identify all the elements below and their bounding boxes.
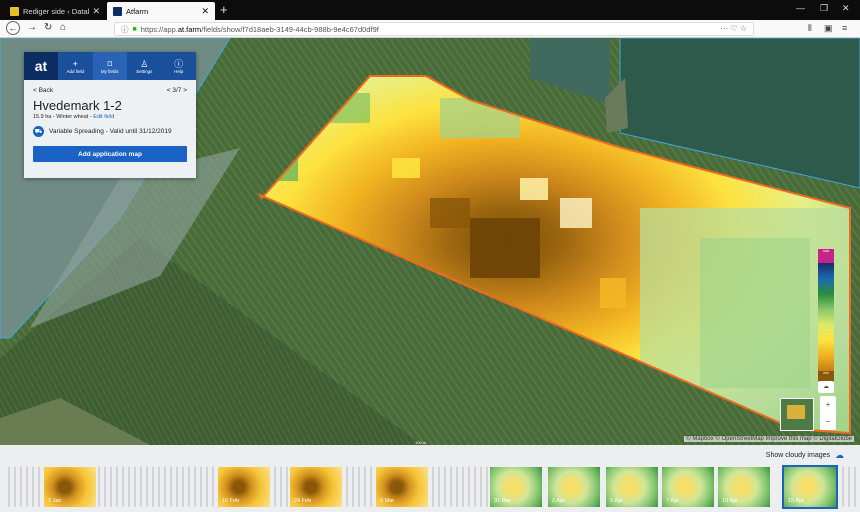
thumbnail-date: 2 Jan — [48, 498, 62, 504]
timeline-thumbnail[interactable]: 7 Apr — [662, 467, 714, 507]
url-domain: at.farm — [177, 24, 202, 34]
cloudy-slots — [346, 467, 374, 507]
browser-tab-bar: Rediger side ‹ Datalogisk A/S — ✕ Atfarm… — [0, 0, 860, 20]
add-application-map-button[interactable]: Add application map — [33, 146, 187, 162]
maximize-window-icon[interactable]: ❐ — [820, 3, 829, 13]
nav-label: Add field — [66, 68, 84, 74]
field-title: Hvedemark 1-2 — [33, 98, 122, 113]
timeline-thumbnail[interactable]: 31 Mar — [490, 467, 542, 507]
edit-field-link[interactable]: Edit field — [93, 114, 115, 120]
tractor-icon: ⛟ — [33, 126, 44, 137]
nav-add-field[interactable]: + Add field — [58, 52, 93, 80]
tab-title: Atfarm — [126, 6, 149, 16]
variable-spreading-label: Variable Spreading - Valid until 31/12/2… — [49, 128, 172, 135]
field-pager[interactable]: < 3/7 > — [166, 87, 187, 94]
app-nav: at + Add field ⌑ My fields ♙ Settings ⓘ … — [24, 52, 196, 80]
legend: max min — [818, 249, 834, 384]
satellite-style-toggle[interactable] — [780, 398, 814, 431]
page-actions-icons[interactable]: ··· ♡ ☆ — [720, 24, 747, 33]
help-icon: ⓘ — [174, 58, 184, 69]
minimize-window-icon[interactable]: — — [796, 3, 805, 13]
nav-help[interactable]: ⓘ Help — [162, 52, 197, 80]
atfarm-favicon-icon — [113, 6, 122, 16]
cloudy-slots — [274, 467, 288, 507]
tab-title: Rediger side ‹ Datalogisk A/S — — [23, 6, 90, 16]
thumbnail-date: 31 Mar — [494, 498, 512, 504]
browser-nav-bar: ← → ↻ ⌂ ⓘ ■ https://app. at.farm/fields/s… — [0, 20, 860, 38]
cloudy-slots — [8, 467, 42, 507]
cloudy-slots — [836, 467, 856, 507]
nav-label: Help — [174, 68, 184, 74]
timeline-thumbnail[interactable]: 5 Apr — [606, 467, 658, 507]
back-link[interactable]: < Back — [33, 87, 54, 94]
zoom-out-button[interactable]: − — [825, 417, 831, 426]
url-bar[interactable]: ⓘ ■ https://app. at.farm/fields/show/f7d1… — [114, 22, 754, 36]
thumbnail-date: 15 Apr — [788, 498, 804, 504]
url-prefix: https://app. — [140, 24, 178, 34]
nav-settings[interactable]: ♙ Settings — [127, 52, 162, 80]
timeline-thumbnail[interactable]: 10 Apr — [718, 467, 770, 507]
thumbnail-date: 10 Apr — [722, 498, 738, 504]
nav-label: Settings — [136, 68, 153, 74]
nav-my-fields[interactable]: ⌑ My fields — [92, 52, 127, 80]
atfarm-logo[interactable]: at — [24, 52, 58, 80]
info-icon[interactable]: ⓘ — [121, 24, 129, 34]
thumbnail-date: 2 Apr — [552, 498, 565, 504]
lock-icon: ■ — [132, 25, 137, 33]
user-icon: ♙ — [140, 58, 149, 69]
show-cloudy-label: Show cloudy images — [765, 452, 830, 459]
thumbnail-date: 5 Apr — [610, 498, 623, 504]
satellite-map[interactable]: ◉ mapbox — [0, 38, 860, 445]
zoom-in-button[interactable]: + — [825, 400, 831, 409]
menu-icon[interactable]: ≡ — [842, 23, 848, 33]
back-arrow-icon[interactable]: ← — [6, 21, 20, 35]
cloud-layer-icon[interactable]: ☁ — [818, 381, 834, 393]
timeline-thumbnail[interactable]: 2 Jan — [44, 467, 96, 507]
legend-min-swatch: min — [818, 371, 834, 384]
legend-max-swatch: max — [818, 249, 834, 263]
browser-tab-atfarm[interactable]: Atfarm ✕ — [107, 2, 215, 20]
cloudy-slots — [432, 467, 488, 507]
wordpress-favicon-icon — [10, 6, 19, 16]
new-tab-icon[interactable]: + — [220, 2, 228, 17]
timeline-thumbnail[interactable]: 2 Apr — [548, 467, 600, 507]
variable-spreading-row[interactable]: ⛟ Variable Spreading - Valid until 31/12… — [33, 126, 187, 137]
thumbnail-date: 9 Mar — [380, 498, 395, 504]
sidebar-icon[interactable]: ▣ — [824, 23, 833, 33]
map-scale: 100 m — [415, 440, 427, 445]
timeline-thumbnail[interactable]: 24 Feb — [290, 467, 342, 507]
home-icon[interactable]: ⌂ — [60, 22, 67, 33]
zoom-control: + − — [820, 396, 836, 430]
minimap-heatmap — [787, 405, 805, 419]
close-window-icon[interactable]: ✕ — [842, 3, 850, 13]
field-panel: at + Add field ⌑ My fields ♙ Settings ⓘ … — [24, 52, 196, 178]
timeline-thumbnail[interactable]: 16 Feb — [218, 467, 270, 507]
field-area-crop: 15.9 ha - Winter wheat - — [33, 114, 94, 120]
close-tab-icon[interactable]: ✕ — [201, 5, 209, 16]
legend-min-label: min — [823, 371, 829, 375]
thumbnail-date: 24 Feb — [294, 498, 312, 504]
url-path: /fields/show/f7d18aeb-3149-44cb-988b-9e4… — [201, 24, 379, 34]
thumbnail-date: 16 Feb — [222, 498, 240, 504]
browser-tab-datalogisk[interactable]: Rediger side ‹ Datalogisk A/S — ✕ — [4, 2, 106, 20]
timeline-thumbnail[interactable]: 9 Mar — [376, 467, 428, 507]
thumbnail-date: 7 Apr — [666, 498, 679, 504]
image-timeline: Show cloudy images ☁ 2 Jan 16 Feb 24 Feb 9 … — [0, 445, 860, 512]
reload-icon[interactable]: ↻ — [44, 22, 53, 33]
plus-icon: + — [72, 58, 78, 69]
field-shape-icon: ⌑ — [107, 58, 113, 69]
close-tab-icon[interactable]: ✕ — [92, 5, 100, 16]
legend-max-label: max — [822, 249, 830, 253]
nav-label: My fields — [100, 68, 119, 74]
field-info: 15.9 ha - Winter wheat - Edit field — [33, 114, 187, 120]
show-cloudy-images-toggle[interactable]: Show cloudy images ☁ — [766, 450, 844, 461]
forward-arrow-icon[interactable]: → — [27, 22, 37, 33]
timeline-thumbnail[interactable]: 15 Apr — [782, 465, 838, 509]
cloud-icon: ☁ — [835, 450, 844, 460]
legend-scale — [818, 263, 834, 371]
map-attribution[interactable]: © Mapbox © OpenStreetMap Improve this ma… — [684, 436, 854, 442]
cloudy-slots — [98, 467, 216, 507]
library-icon[interactable]: ⫴ — [808, 23, 812, 33]
